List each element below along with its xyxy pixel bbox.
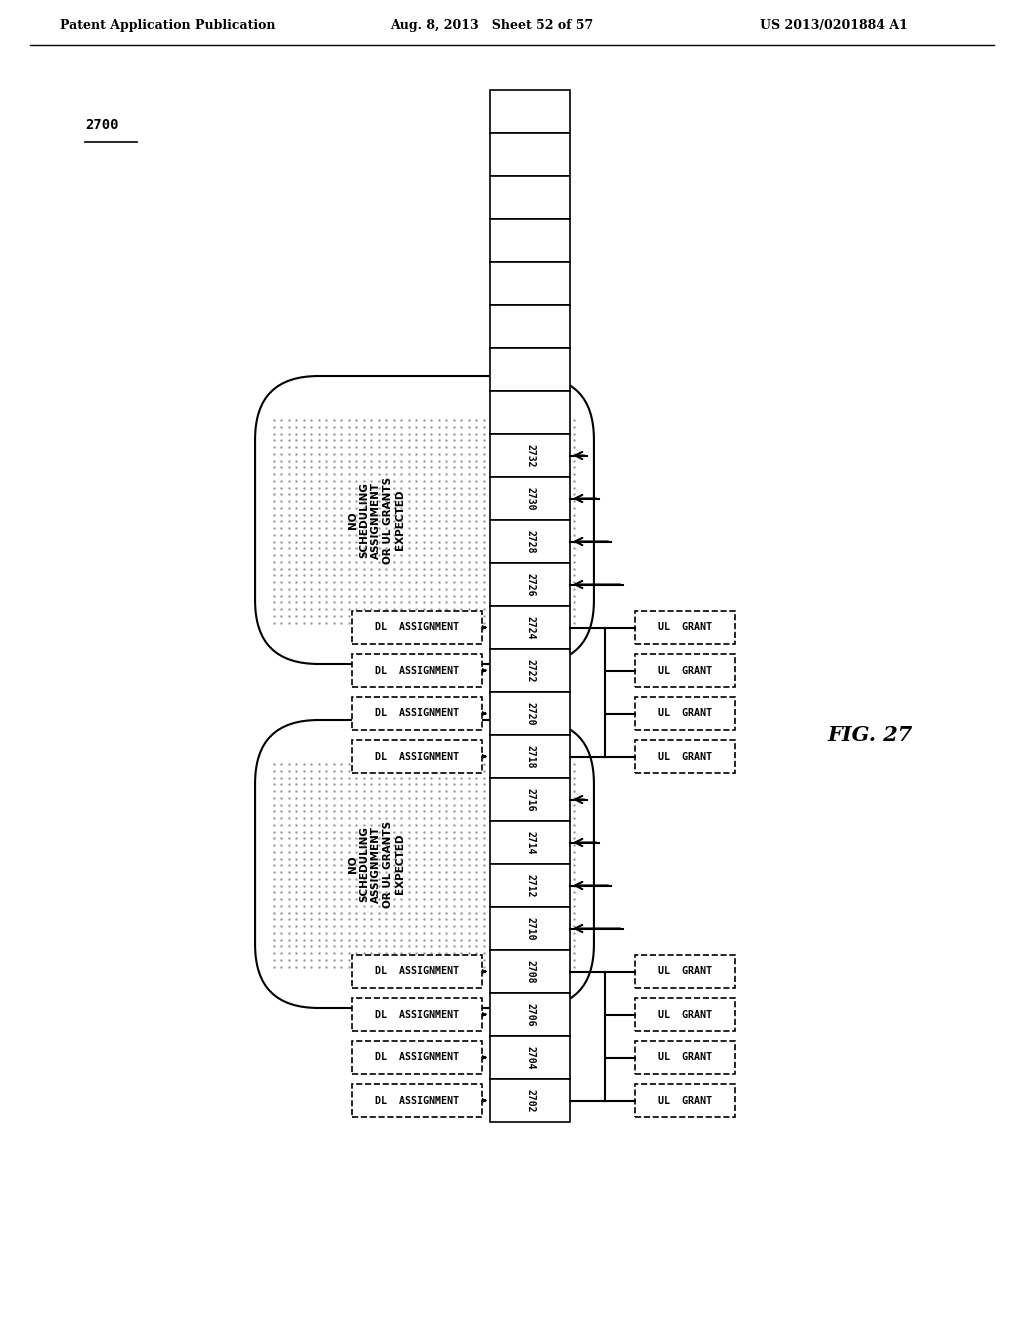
Bar — [490, 993, 570, 1036]
Text: 2702: 2702 — [525, 1089, 535, 1113]
Text: DL  ASSIGNMENT: DL ASSIGNMENT — [375, 966, 459, 977]
Bar — [490, 520, 570, 564]
Text: NO
SCHEDULING
ASSIGNMENT
OR UL GRANTS
EXPECTED: NO SCHEDULING ASSIGNMENT OR UL GRANTS EX… — [348, 477, 404, 564]
Bar — [352, 655, 482, 686]
Text: NO
SCHEDULING
ASSIGNMENT
OR UL GRANTS
EXPECTED: NO SCHEDULING ASSIGNMENT OR UL GRANTS EX… — [348, 821, 404, 908]
Text: UL  GRANT: UL GRANT — [658, 1010, 712, 1019]
Text: DL  ASSIGNMENT: DL ASSIGNMENT — [375, 751, 459, 762]
Text: 2732: 2732 — [525, 444, 535, 467]
Bar — [490, 1036, 570, 1078]
Bar — [490, 649, 570, 692]
Text: US 2013/0201884 A1: US 2013/0201884 A1 — [760, 18, 908, 32]
Bar — [635, 998, 735, 1031]
Bar — [490, 606, 570, 649]
Text: DL  ASSIGNMENT: DL ASSIGNMENT — [375, 709, 459, 718]
FancyBboxPatch shape — [255, 719, 594, 1008]
Text: Aug. 8, 2013   Sheet 52 of 57: Aug. 8, 2013 Sheet 52 of 57 — [390, 18, 593, 32]
Bar — [635, 741, 735, 772]
Bar — [490, 261, 570, 305]
Text: 2708: 2708 — [525, 960, 535, 983]
Text: UL  GRANT: UL GRANT — [658, 623, 712, 632]
Text: DL  ASSIGNMENT: DL ASSIGNMENT — [375, 665, 459, 676]
Text: 2716: 2716 — [525, 788, 535, 812]
Text: 2714: 2714 — [525, 830, 535, 854]
Bar — [490, 176, 570, 219]
Bar — [352, 741, 482, 772]
Bar — [490, 735, 570, 777]
Bar — [490, 348, 570, 391]
Text: UL  GRANT: UL GRANT — [658, 709, 712, 718]
Bar — [352, 697, 482, 730]
Bar — [490, 391, 570, 434]
Text: DL  ASSIGNMENT: DL ASSIGNMENT — [375, 623, 459, 632]
Text: DL  ASSIGNMENT: DL ASSIGNMENT — [375, 1010, 459, 1019]
Bar — [490, 1078, 570, 1122]
Text: 2724: 2724 — [525, 615, 535, 639]
Bar — [490, 434, 570, 477]
Text: 2706: 2706 — [525, 1003, 535, 1026]
Text: UL  GRANT: UL GRANT — [658, 665, 712, 676]
Bar — [635, 956, 735, 987]
Text: 2710: 2710 — [525, 917, 535, 940]
Text: UL  GRANT: UL GRANT — [658, 1052, 712, 1063]
Text: 2700: 2700 — [85, 117, 119, 132]
Bar — [490, 477, 570, 520]
Bar — [352, 998, 482, 1031]
Bar — [490, 907, 570, 950]
Bar — [352, 1084, 482, 1117]
Bar — [490, 777, 570, 821]
Text: FIG. 27: FIG. 27 — [827, 725, 912, 744]
Text: UL  GRANT: UL GRANT — [658, 1096, 712, 1106]
Bar — [490, 821, 570, 865]
Bar — [635, 611, 735, 644]
Text: 2718: 2718 — [525, 744, 535, 768]
Text: 2730: 2730 — [525, 487, 535, 511]
Text: UL  GRANT: UL GRANT — [658, 966, 712, 977]
Bar — [635, 1084, 735, 1117]
Text: 2728: 2728 — [525, 529, 535, 553]
Bar — [490, 865, 570, 907]
Bar — [490, 133, 570, 176]
Text: 2722: 2722 — [525, 659, 535, 682]
Bar — [352, 1041, 482, 1074]
Text: Patent Application Publication: Patent Application Publication — [60, 18, 275, 32]
Text: 2704: 2704 — [525, 1045, 535, 1069]
Bar — [490, 692, 570, 735]
Bar — [352, 611, 482, 644]
Bar — [490, 90, 570, 133]
Bar — [635, 1041, 735, 1074]
Text: 2720: 2720 — [525, 702, 535, 725]
Text: 2712: 2712 — [525, 874, 535, 898]
Text: DL  ASSIGNMENT: DL ASSIGNMENT — [375, 1096, 459, 1106]
Bar — [490, 950, 570, 993]
Bar — [635, 655, 735, 686]
Text: 2726: 2726 — [525, 573, 535, 597]
Bar — [490, 564, 570, 606]
Bar — [635, 697, 735, 730]
Bar — [352, 956, 482, 987]
Text: UL  GRANT: UL GRANT — [658, 751, 712, 762]
FancyBboxPatch shape — [255, 376, 594, 664]
Text: DL  ASSIGNMENT: DL ASSIGNMENT — [375, 1052, 459, 1063]
Bar — [490, 219, 570, 261]
Bar — [490, 305, 570, 348]
